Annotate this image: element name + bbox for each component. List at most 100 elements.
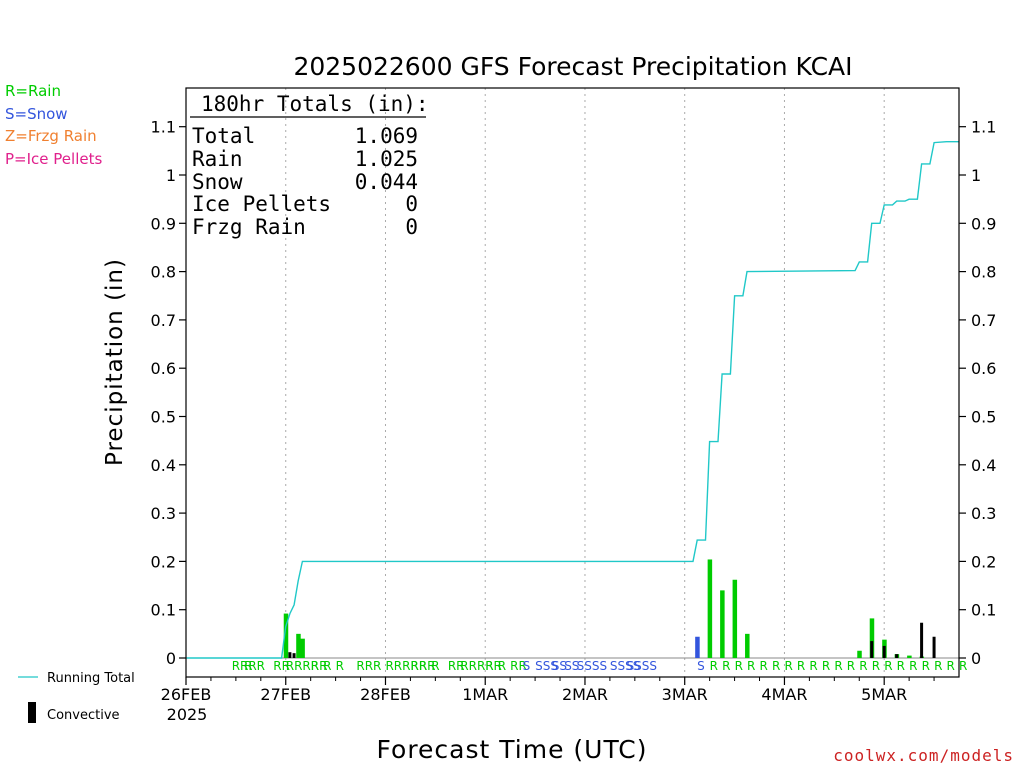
convective-bar — [895, 654, 899, 658]
key-rain: R=Rain — [5, 82, 61, 100]
y-tick-label-left: 0.7 — [151, 311, 176, 330]
precip-bar — [857, 650, 862, 658]
totals-frzg-rain-value: 0 — [405, 215, 418, 239]
ptype-label: R — [373, 659, 381, 673]
ptype-label: R — [760, 659, 768, 673]
convective-bar — [920, 622, 924, 658]
y-tick-label-right: 0.4 — [971, 456, 996, 475]
y-tick-label-right: 0.5 — [971, 408, 996, 427]
ptype-label: RRR — [232, 659, 257, 673]
chart-legend: Running Total Convective — [18, 671, 135, 723]
y-tick-label-right: 0.7 — [971, 311, 996, 330]
totals-header: 180hr Totals (in): — [201, 92, 429, 116]
y-tick-label-left: 1 — [166, 166, 176, 185]
legend-convective-label: Convective — [47, 708, 120, 723]
totals-box: 180hr Totals (in): Total 1.069 Rain 1.02… — [190, 92, 429, 239]
ptype-label: RRRRR — [385, 659, 427, 673]
y-tick-label-left: 0.4 — [151, 456, 176, 475]
convective-bars — [288, 622, 936, 658]
x-axis-label: Forecast Time (UTC) — [377, 735, 648, 764]
ptype-label: SS — [552, 659, 567, 673]
totals-snow-label: Snow — [192, 170, 243, 194]
y-tick-label-left: 0.6 — [151, 359, 176, 378]
ptype-label: R — [897, 659, 905, 673]
convective-bar — [882, 645, 886, 658]
y-tick-label-left: 0.1 — [151, 601, 176, 620]
y-axis-label: Precipitation (in) — [102, 258, 128, 466]
ptype-label: SSSS — [610, 659, 640, 673]
y-tick-label-right: 0.3 — [971, 504, 996, 523]
plot-frame — [185, 87, 960, 678]
ptype-label: R — [809, 659, 817, 673]
key-frzg-rain: Z=Frzg Rain — [5, 127, 97, 145]
precip-bar — [720, 590, 725, 658]
ptype-label: R — [311, 659, 319, 673]
ptype-label: R — [336, 659, 344, 673]
precip-bar — [296, 633, 301, 658]
totals-ice-pellets-value: 0 — [405, 192, 418, 216]
y-tick-label-left: 0.5 — [151, 408, 176, 427]
convective-bar — [292, 653, 296, 658]
ptype-label: S — [523, 659, 531, 673]
totals-total-value: 1.069 — [355, 124, 418, 148]
ptype-label: RR — [356, 659, 373, 673]
chart-title: 2025022600 GFS Forecast Precipitation KC… — [293, 52, 852, 81]
y-tick-label-left: 0.8 — [151, 263, 176, 282]
ptype-label: R — [909, 659, 917, 673]
x-tick-label: 26FEB — [161, 685, 212, 704]
totals-frzg-rain-label: Frzg Rain — [192, 215, 306, 239]
y-ticks: 0 00.1 0.10.2 0.20.3 0.30.4 0.40.5 0.50.6 0.60.… — [151, 118, 997, 668]
x-tick-label: 1MAR — [462, 685, 508, 704]
ptype-label: SSSS — [577, 659, 607, 673]
precip-bar — [283, 613, 289, 658]
totals-rain-value: 1.025 — [355, 147, 418, 171]
y-tick-label-right: 0.1 — [971, 601, 996, 620]
totals-total-label: Total — [192, 124, 255, 148]
ptype-label: R — [710, 659, 718, 673]
ptype-label: R — [884, 659, 892, 673]
ptype-label: RR — [485, 659, 502, 673]
ptype-label: R — [735, 659, 743, 673]
y-tick-label-left: 1.1 — [151, 118, 176, 137]
totals-rain-label: Rain — [192, 147, 243, 171]
ptype-label: S — [697, 659, 705, 673]
ptype-label: SSS — [535, 659, 558, 673]
y-tick-label-right: 0.9 — [971, 214, 996, 233]
y-tick-label-right: 0.6 — [971, 359, 996, 378]
convective-bar — [870, 641, 874, 658]
key-snow: S=Snow — [5, 105, 68, 123]
y-tick-label-right: 1.1 — [971, 118, 996, 137]
ptype-label: R — [431, 659, 439, 673]
ptype-label: R — [934, 659, 942, 673]
ptype-label: RR — [448, 659, 465, 673]
grid-lines — [285, 88, 885, 677]
convective-bar — [932, 636, 936, 658]
x-tick-label: 3MAR — [662, 685, 708, 704]
ptype-label: SSSS — [627, 659, 657, 673]
precip-bar — [869, 618, 875, 658]
legend-running-total-label: Running Total — [47, 671, 135, 686]
ptype-label: R — [822, 659, 830, 673]
precip-bar — [907, 655, 912, 658]
ptype-label: R — [859, 659, 867, 673]
y-tick-label-left: 0 — [166, 649, 176, 668]
ptype-label: R — [323, 659, 331, 673]
key-ice-pellets: P=Ice Pellets — [5, 150, 102, 168]
ptype-label: RR — [510, 659, 527, 673]
precip-bar — [707, 559, 713, 658]
ptype-label: R — [498, 659, 506, 673]
x-tick-label: 5MAR — [861, 685, 907, 704]
ptype-label: R — [922, 659, 930, 673]
ptype-label: R — [722, 659, 730, 673]
y-tick-label-right: 0.2 — [971, 552, 996, 571]
ptype-label: RR — [273, 659, 290, 673]
ptype-label: R — [784, 659, 792, 673]
y-tick-label-right: 0.8 — [971, 263, 996, 282]
precip-bars — [283, 559, 925, 658]
totals-ice-pellets-label: Ice Pellets — [192, 192, 331, 216]
x-tick-label: 28FEB — [360, 685, 411, 704]
x-tick-label: 27FEB — [260, 685, 311, 704]
ptype-label: RRRR — [460, 659, 493, 673]
